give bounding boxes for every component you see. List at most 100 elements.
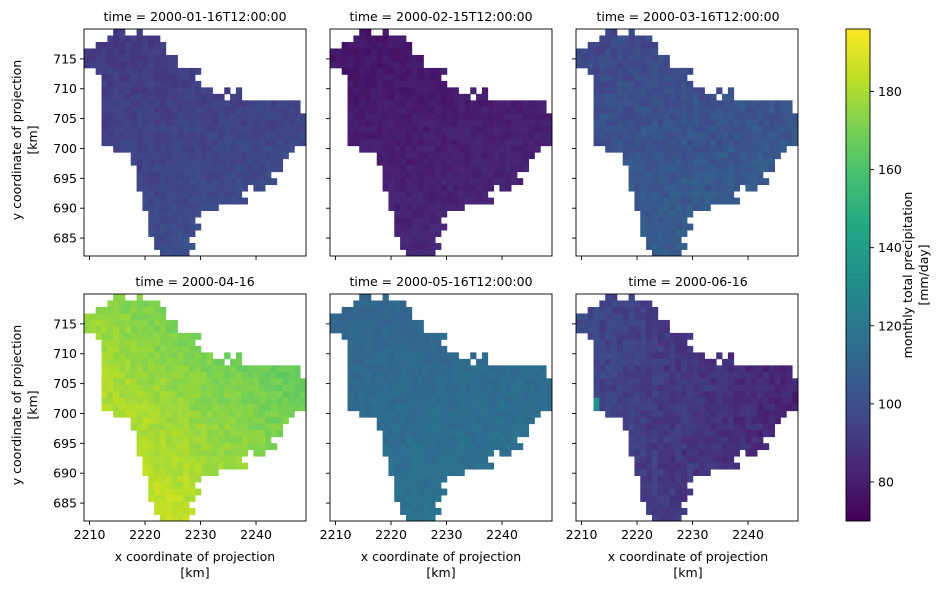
heatmap-cell	[224, 410, 231, 418]
heatmap-cell	[716, 378, 723, 386]
heatmap-cell	[605, 365, 612, 373]
heatmap-cell	[669, 210, 676, 218]
heatmap-cell	[458, 197, 465, 205]
heatmap-cell	[382, 178, 389, 186]
heatmap-cell	[716, 119, 723, 127]
heatmap-cell	[130, 404, 137, 412]
heatmap-cell	[616, 378, 624, 386]
heatmap-cell	[335, 61, 343, 69]
heatmap-cell	[113, 384, 120, 392]
heatmap-cell	[119, 119, 126, 127]
heatmap-cell	[130, 152, 137, 160]
heatmap-cell	[464, 165, 471, 173]
heatmap-cell	[651, 41, 659, 49]
heatmap-cell	[400, 217, 407, 224]
heatmap-cell	[493, 119, 500, 127]
heatmap-cell	[388, 384, 395, 392]
heatmap-cell	[739, 152, 746, 160]
heatmap-cell	[411, 184, 419, 192]
heatmap-cell	[148, 184, 155, 192]
heatmap-cell	[89, 313, 97, 321]
heatmap-cell	[675, 230, 682, 237]
heatmap-cell	[124, 41, 132, 49]
heatmap-cell	[429, 210, 436, 218]
heatmap-cell	[230, 100, 237, 108]
heatmap-cell	[165, 243, 173, 250]
heatmap-cell	[359, 384, 366, 392]
heatmap-cell	[481, 113, 489, 121]
heatmap-cell	[212, 462, 219, 470]
heatmap-cell	[493, 145, 500, 153]
heatmap-cell	[365, 332, 372, 340]
heatmap-cell	[593, 391, 600, 399]
heatmap-cell	[241, 145, 248, 153]
heatmap-cell	[464, 404, 471, 412]
heatmap-cell	[165, 178, 173, 186]
heatmap-cell	[195, 410, 202, 418]
heatmap-cell	[522, 152, 530, 160]
heatmap-cell	[786, 404, 793, 412]
heatmap-cell	[675, 514, 682, 522]
heatmap-cell	[224, 352, 231, 360]
heatmap-cell	[171, 67, 178, 75]
heatmap-cell	[177, 462, 184, 470]
heatmap-cell	[429, 410, 436, 418]
heatmap-cell	[394, 35, 401, 43]
heatmap-cell	[200, 378, 208, 386]
heatmap-cell	[206, 139, 213, 147]
heatmap-cell	[113, 93, 120, 101]
heatmap-cell	[663, 352, 670, 360]
heatmap-cell	[640, 319, 647, 327]
heatmap-cell	[681, 462, 688, 470]
heatmap-cell	[663, 93, 670, 101]
heatmap-cell	[265, 397, 272, 405]
heatmap-cell	[183, 352, 190, 360]
heatmap-cell	[751, 126, 758, 134]
heatmap-cell	[376, 365, 383, 373]
heatmap-cell	[605, 391, 612, 399]
heatmap-cell	[218, 423, 225, 431]
heatmap-cell	[528, 145, 535, 153]
heatmap-cell	[657, 365, 665, 373]
heatmap-cell	[154, 326, 161, 334]
heatmap-cell	[622, 93, 629, 101]
heatmap-cell	[692, 469, 700, 476]
heatmap-cell	[417, 469, 424, 476]
heatmap-cell	[616, 41, 624, 49]
heatmap-cell	[663, 501, 670, 509]
heatmap-cell	[159, 495, 167, 502]
heatmap-cell	[499, 449, 506, 457]
heatmap-cell	[605, 404, 612, 412]
heatmap-cell	[751, 106, 758, 114]
heatmap-cell	[417, 126, 424, 134]
heatmap-cell	[370, 74, 378, 82]
heatmap-cell	[698, 132, 705, 140]
heatmap-cell	[294, 404, 301, 412]
heatmap-cell	[206, 204, 213, 211]
heatmap-cell	[119, 404, 126, 412]
heatmap-cell	[698, 119, 705, 127]
heatmap-cell	[476, 197, 483, 205]
heatmap-cell	[276, 371, 284, 379]
heatmap-cell	[423, 197, 430, 205]
heatmap-cell	[177, 87, 184, 95]
heatmap-cell	[429, 249, 436, 257]
heatmap-cell	[640, 165, 647, 173]
heatmap-cell	[189, 423, 196, 431]
heatmap-cell	[669, 223, 676, 231]
heatmap-cell	[774, 100, 781, 108]
heatmap-cell	[722, 197, 729, 205]
heatmap-cell	[235, 178, 243, 186]
heatmap-cell	[253, 404, 260, 412]
heatmap-cell	[687, 391, 694, 399]
heatmap-cell	[206, 423, 213, 431]
heatmap-cell	[200, 100, 208, 108]
heatmap-cell	[727, 397, 735, 405]
heatmap-cell	[183, 410, 190, 418]
heatmap-cell	[206, 158, 213, 166]
heatmap-cell	[154, 436, 161, 444]
heatmap-cell	[611, 313, 618, 321]
heatmap-cell	[359, 300, 366, 308]
heatmap-cell	[224, 397, 231, 405]
heatmap-cell	[365, 378, 372, 386]
